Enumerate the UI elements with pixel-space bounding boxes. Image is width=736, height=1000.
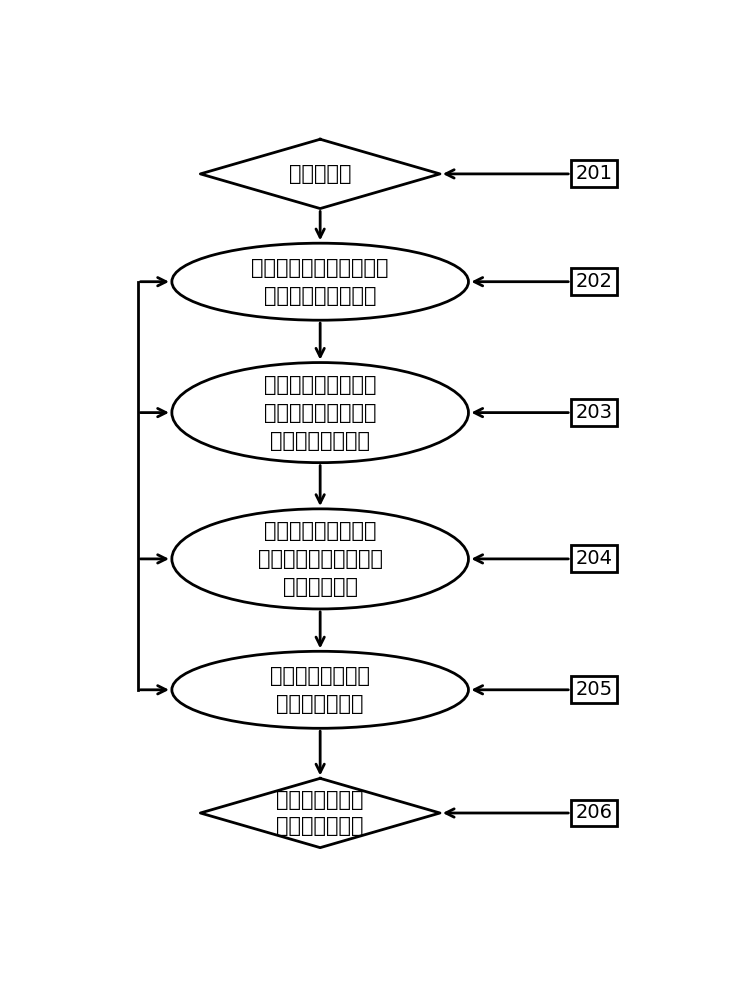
Text: 探测与分析系统的
数据获取与分析: 探测与分析系统的 数据获取与分析 (270, 666, 370, 714)
Text: 203: 203 (576, 403, 612, 422)
Bar (571, 800, 617, 826)
Text: 204: 204 (576, 549, 612, 568)
Bar (571, 545, 617, 572)
Bar (571, 399, 617, 426)
Bar (571, 268, 617, 295)
Ellipse shape (171, 243, 468, 320)
Text: 202: 202 (576, 272, 612, 291)
Ellipse shape (171, 363, 468, 463)
Text: 设备初始化: 设备初始化 (289, 164, 351, 184)
Text: 对分束与信号延迟系
统参数设置，生成荧光
信号和参考光: 对分束与信号延迟系 统参数设置，生成荧光 信号和参考光 (258, 521, 383, 597)
Polygon shape (200, 139, 440, 209)
Text: 205: 205 (576, 680, 612, 699)
Bar (571, 676, 617, 703)
Text: 201: 201 (576, 164, 612, 183)
Text: 对获得数据进行
存储，关闭设备: 对获得数据进行 存储，关闭设备 (277, 790, 364, 836)
Ellipse shape (171, 509, 468, 609)
Bar (571, 160, 617, 187)
Polygon shape (200, 778, 440, 848)
Text: 206: 206 (576, 804, 612, 822)
Text: 对光源进行参数调节和设
置，生成连续激光束: 对光源进行参数调节和设 置，生成连续激光束 (252, 258, 389, 306)
Text: 对电光调制系统的参
数进行设置，将连续
激光变为调制信号: 对电光调制系统的参 数进行设置，将连续 激光变为调制信号 (264, 375, 376, 451)
Ellipse shape (171, 651, 468, 728)
